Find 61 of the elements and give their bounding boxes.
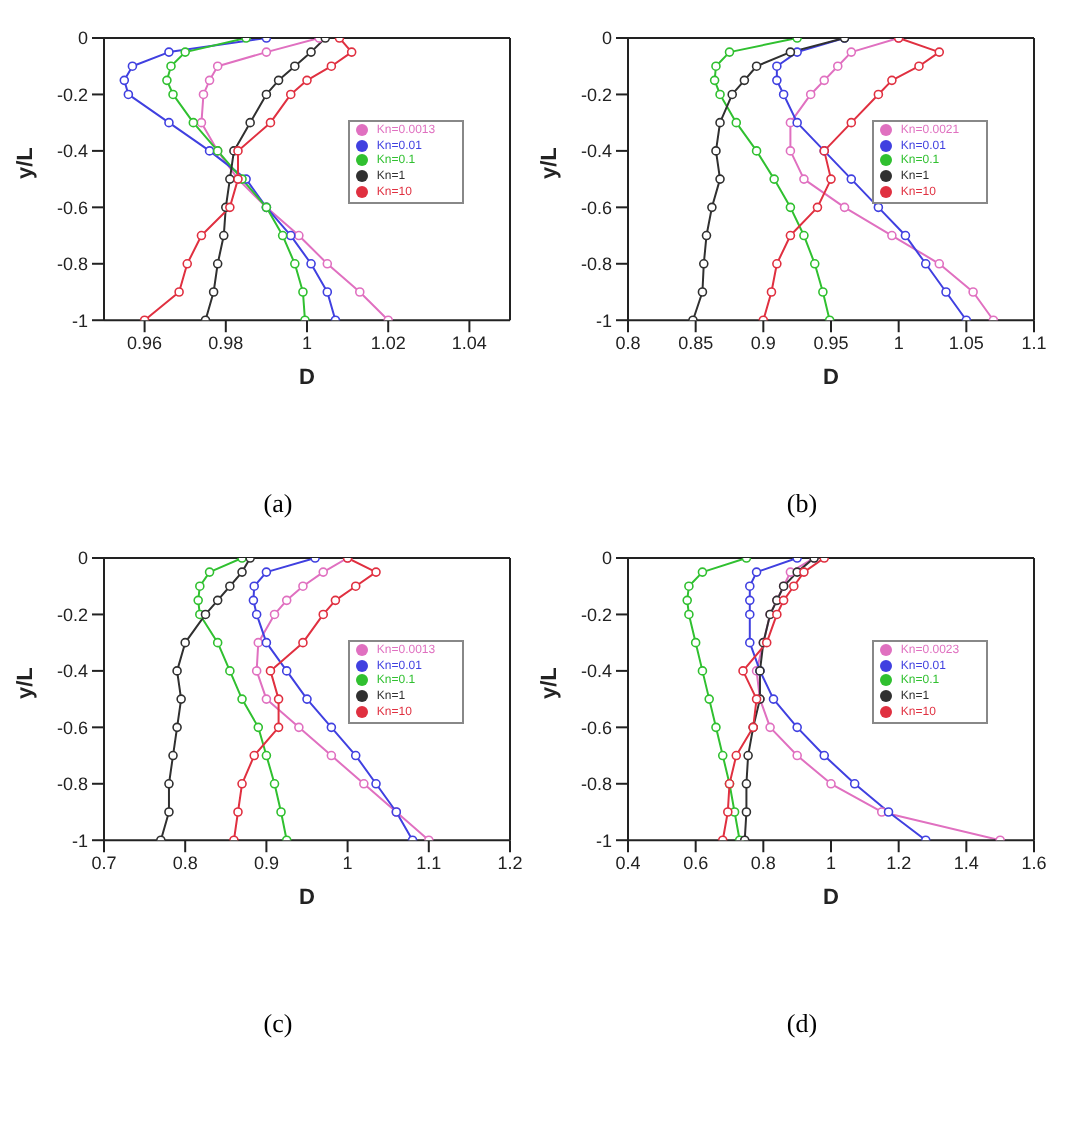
y-tick-label: -0.8 (56, 254, 88, 275)
text: (a) (261, 488, 295, 520)
x-axis-title: D (299, 366, 316, 391)
y-tick-label: -0.8 (56, 774, 88, 795)
x-tick-label: 1.2 (497, 853, 523, 873)
x-tick-label: 0.6 (683, 853, 709, 873)
text: (d) (784, 1008, 820, 1040)
y-tick-label: -0.4 (580, 141, 612, 162)
y-tick-label: -0.4 (580, 661, 612, 682)
y-axis-title: y/L (537, 146, 562, 180)
y-tick-label: -0.2 (580, 84, 612, 105)
x-tick-label: 1.1 (1021, 333, 1047, 353)
y-tick-label: 0 (601, 28, 612, 49)
x-tick-label: 1.6 (1021, 853, 1047, 873)
y-axis-title: y/L (13, 666, 38, 700)
y-tick-label: -1 (595, 310, 612, 331)
y-tick-label: 0 (601, 548, 612, 569)
y-tick-label: -0.8 (580, 774, 612, 795)
y-tick-label: -0.2 (56, 604, 88, 625)
x-axis-title: D (299, 886, 316, 911)
x-tick-label: 0.9 (750, 333, 776, 353)
x-tick-label: 0.9 (253, 853, 279, 873)
y-tick-label: -1 (595, 830, 612, 851)
y-axis-title: y/L (537, 666, 562, 700)
x-tick-label: 0.8 (750, 853, 776, 873)
x-tick-label: 0.85 (678, 333, 714, 353)
x-tick-label: 0.4 (615, 853, 641, 873)
x-tick-label: 1.4 (953, 853, 979, 873)
y-tick-label: -0.6 (56, 197, 88, 218)
y-tick-label: -0.2 (56, 84, 88, 105)
text: (c) (261, 1008, 295, 1040)
x-tick-label: 1.05 (948, 333, 984, 353)
y-tick-label: -0.4 (56, 661, 88, 682)
x-axis-title: D (823, 886, 840, 911)
y-tick-label: -0.6 (580, 197, 612, 218)
y-tick-label: -0.8 (580, 254, 612, 275)
x-tick-label: 1 (342, 853, 353, 873)
x-tick-label: 0.98 (208, 333, 244, 353)
x-tick-label: 1.02 (370, 333, 406, 353)
y-tick-label: -0.6 (580, 717, 612, 738)
x-axis-title: D (823, 366, 840, 391)
x-tick-label: 1.1 (416, 853, 442, 873)
x-tick-label: 1.2 (886, 853, 912, 873)
x-tick-label: 1 (825, 853, 837, 873)
y-axis-title: y/L (13, 146, 38, 180)
y-tick-label: -1 (71, 830, 88, 851)
x-tick-label: 0.96 (127, 333, 163, 353)
y-tick-label: -0.6 (56, 717, 88, 738)
x-tick-label: 0.8 (615, 333, 641, 353)
text: (b) (784, 488, 820, 520)
y-tick-label: -0.4 (56, 141, 88, 162)
x-tick-label: 1.04 (451, 333, 487, 353)
y-tick-label: 0 (77, 28, 88, 49)
x-tick-label: 1 (301, 333, 313, 353)
y-tick-label: 0 (77, 548, 88, 569)
y-tick-label: -0.2 (580, 604, 612, 625)
y-tick-label: -1 (71, 310, 88, 331)
x-tick-label: 0.7 (91, 853, 117, 873)
x-tick-label: 0.95 (813, 333, 849, 353)
x-tick-label: 1 (893, 333, 904, 353)
x-tick-label: 0.8 (172, 853, 198, 873)
